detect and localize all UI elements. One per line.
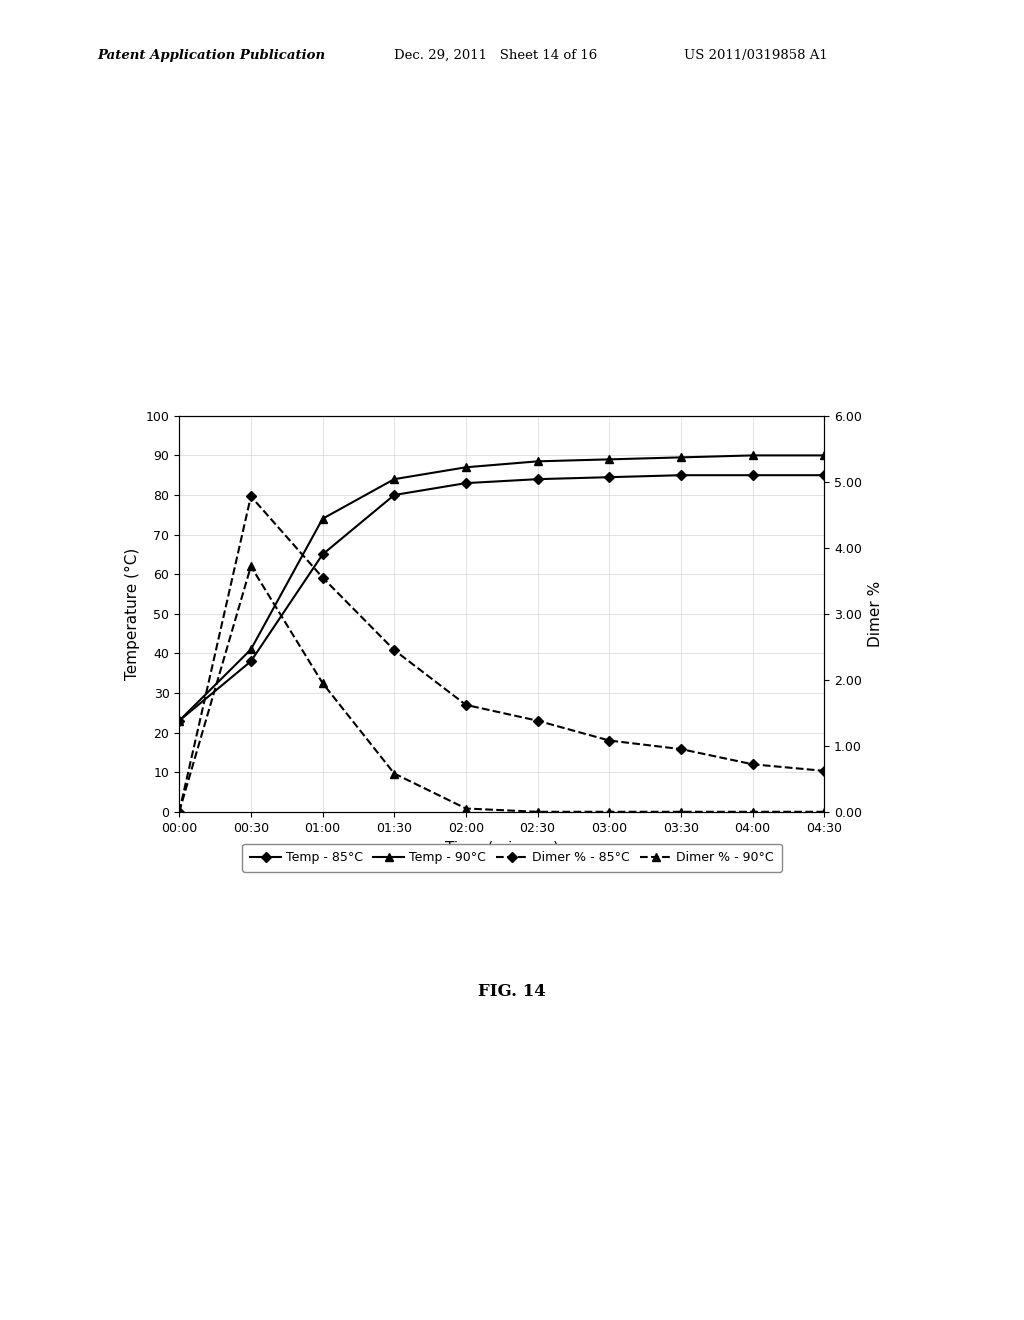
Temp - 85°C: [173, 713, 185, 729]
Temp - 90°C: [675, 449, 687, 465]
Temp - 85°C: [531, 471, 544, 487]
Dimer % - 85°C: [531, 713, 544, 729]
Dimer % - 90°C: [531, 804, 544, 820]
Dimer % - 85°C: [173, 804, 185, 820]
Temp - 90°C: [173, 713, 185, 729]
Temp - 90°C: [388, 471, 400, 487]
Dimer % - 90°C: [675, 804, 687, 820]
Legend: Temp - 85°C, Temp - 90°C, Dimer % - 85°C, Dimer % - 90°C: Temp - 85°C, Temp - 90°C, Dimer % - 85°C…: [243, 843, 781, 871]
Dimer % - 90°C: [316, 676, 329, 692]
Temp - 85°C: [245, 653, 257, 669]
Line: Temp - 85°C: Temp - 85°C: [176, 471, 827, 725]
Temp - 85°C: [460, 475, 472, 491]
Temp - 85°C: [316, 546, 329, 562]
Dimer % - 85°C: [603, 733, 615, 748]
Temp - 90°C: [818, 447, 830, 463]
Dimer % - 85°C: [245, 488, 257, 504]
Temp - 90°C: [603, 451, 615, 467]
Temp - 85°C: [675, 467, 687, 483]
Y-axis label: Temperature (°C): Temperature (°C): [125, 548, 140, 680]
Line: Temp - 90°C: Temp - 90°C: [175, 451, 828, 725]
Line: Dimer % - 85°C: Dimer % - 85°C: [176, 492, 827, 816]
Dimer % - 90°C: [388, 766, 400, 781]
Text: Dec. 29, 2011   Sheet 14 of 16: Dec. 29, 2011 Sheet 14 of 16: [394, 49, 597, 62]
Dimer % - 90°C: [746, 804, 759, 820]
Dimer % - 85°C: [316, 570, 329, 586]
Temp - 85°C: [603, 469, 615, 484]
Dimer % - 85°C: [746, 756, 759, 772]
Text: US 2011/0319858 A1: US 2011/0319858 A1: [684, 49, 827, 62]
Dimer % - 90°C: [603, 804, 615, 820]
Temp - 90°C: [316, 511, 329, 527]
Dimer % - 90°C: [460, 800, 472, 816]
Dimer % - 85°C: [818, 763, 830, 779]
Temp - 90°C: [531, 453, 544, 469]
Temp - 85°C: [746, 467, 759, 483]
Temp - 85°C: [818, 467, 830, 483]
Dimer % - 85°C: [460, 697, 472, 713]
Dimer % - 90°C: [245, 558, 257, 574]
Line: Dimer % - 90°C: Dimer % - 90°C: [175, 562, 828, 816]
Text: Patent Application Publication: Patent Application Publication: [97, 49, 326, 62]
Temp - 90°C: [460, 459, 472, 475]
Dimer % - 85°C: [388, 643, 400, 659]
Temp - 90°C: [245, 642, 257, 657]
Temp - 85°C: [388, 487, 400, 503]
Dimer % - 90°C: [818, 804, 830, 820]
Dimer % - 85°C: [675, 742, 687, 758]
X-axis label: Time (min:sec): Time (min:sec): [444, 840, 559, 855]
Dimer % - 90°C: [173, 804, 185, 820]
Temp - 90°C: [746, 447, 759, 463]
Text: FIG. 14: FIG. 14: [478, 983, 546, 1001]
Y-axis label: Dimer %: Dimer %: [867, 581, 883, 647]
